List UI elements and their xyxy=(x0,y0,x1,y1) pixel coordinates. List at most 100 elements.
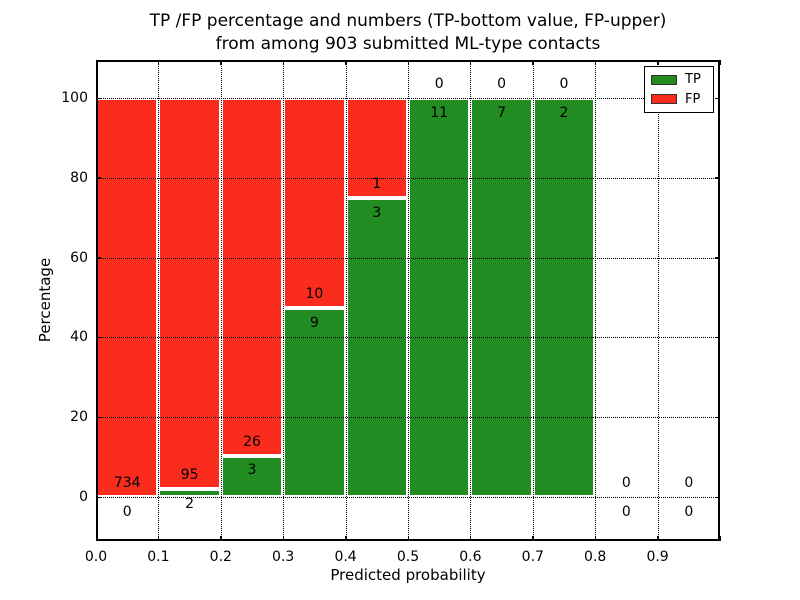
x-tick-mark xyxy=(719,60,721,65)
x-tick-mark xyxy=(469,536,472,541)
tp-legend-label: TP xyxy=(685,72,701,88)
x-tick-mark xyxy=(407,536,409,541)
x-tick-label: 0.3 xyxy=(272,549,295,565)
x-tick-label: 0.4 xyxy=(334,549,357,565)
x-tick-label: 0.0 xyxy=(84,549,108,565)
y-tick-mark xyxy=(96,257,101,259)
x-tick-label: 0.1 xyxy=(147,549,170,565)
x-gridline xyxy=(220,60,222,541)
legend: TP FP xyxy=(644,66,714,113)
bar-segment-tp xyxy=(470,98,533,497)
x-gridline xyxy=(657,60,659,541)
x-tick-mark xyxy=(532,536,534,541)
fp-count-label: 26 xyxy=(243,433,261,450)
x-tick-mark xyxy=(220,536,222,541)
x-tick-label: 0.6 xyxy=(459,549,482,565)
x-tick-mark xyxy=(157,536,160,541)
bar-segment-tp xyxy=(345,197,408,497)
y-tick-label: 40 xyxy=(70,329,88,346)
bar-segment-tp xyxy=(408,98,471,497)
y-tick-mark xyxy=(715,97,720,99)
fp-count-label: 0 xyxy=(621,475,631,492)
fp-count-label: 0 xyxy=(559,76,569,93)
x-tick-mark xyxy=(657,60,659,65)
x-tick-mark xyxy=(532,60,534,65)
bar-segment-fp xyxy=(96,98,159,497)
legend-item-tp: TP xyxy=(651,72,707,87)
y-tick-mark xyxy=(715,177,720,179)
chart-title-line2: from among 903 submitted ML-type contact… xyxy=(215,34,601,54)
x-tick-mark xyxy=(282,60,285,65)
fp-count-label: 0 xyxy=(684,475,694,492)
fp-count-label: 10 xyxy=(305,286,324,303)
bar-segment-tp xyxy=(532,98,596,497)
tp-count-label: 0 xyxy=(122,503,132,520)
x-axis-label: Predicted probability xyxy=(330,566,486,584)
tp-count-label: 2 xyxy=(559,104,569,121)
x-gridline xyxy=(345,60,347,541)
tp-count-label: 9 xyxy=(309,314,319,331)
x-tick-mark xyxy=(719,536,721,541)
x-tick-label: 0.7 xyxy=(521,549,544,565)
x-tick-label: 0.9 xyxy=(646,549,669,565)
x-tick-mark xyxy=(657,536,659,541)
fp-count-label: 95 xyxy=(180,466,199,483)
x-tick-mark xyxy=(157,60,160,65)
x-gridline xyxy=(595,60,597,541)
x-tick-label: 0.5 xyxy=(396,549,420,565)
x-tick-mark xyxy=(469,60,472,65)
fp-count-label: 1 xyxy=(372,175,382,192)
x-tick-mark xyxy=(345,60,347,65)
y-tick-label: 20 xyxy=(70,409,88,426)
x-tick-mark xyxy=(594,60,597,65)
tp-count-label: 3 xyxy=(247,462,257,479)
tp-count-label: 3 xyxy=(372,204,382,221)
x-gridline xyxy=(408,60,409,541)
bar-segment-tp xyxy=(220,455,284,497)
x-gridline xyxy=(283,60,285,541)
tp-count-label: 7 xyxy=(497,104,507,121)
x-tick-mark xyxy=(594,536,597,541)
x-gridline xyxy=(158,60,160,541)
fp-count-label: 0 xyxy=(497,76,507,93)
x-gridline xyxy=(532,60,534,541)
x-tick-mark xyxy=(220,60,222,65)
bar-segment-tp xyxy=(283,308,346,497)
y-tick-label: 60 xyxy=(70,249,88,266)
chart-title-line1: TP /FP percentage and numbers (TP-bottom… xyxy=(149,11,667,31)
y-tick-mark xyxy=(96,97,101,99)
y-tick-mark xyxy=(96,416,101,419)
tp-count-label: 0 xyxy=(621,503,631,520)
x-tick-label: 0.8 xyxy=(584,549,607,565)
bar-segment-fp xyxy=(283,98,346,308)
y-tick-label: 80 xyxy=(70,169,88,186)
y-tick-mark xyxy=(715,416,720,419)
y-tick-label: 100 xyxy=(61,90,88,106)
bar-segment-fp xyxy=(220,98,284,456)
x-tick-mark xyxy=(282,536,285,541)
y-tick-mark xyxy=(96,496,101,498)
bar-segment-fp xyxy=(158,98,221,489)
fp-count-label: 0 xyxy=(434,76,444,93)
y-tick-mark xyxy=(96,336,101,339)
y-tick-mark xyxy=(715,496,720,498)
tp-legend-swatch xyxy=(651,74,677,85)
y-tick-mark xyxy=(715,257,720,259)
y-tick-mark xyxy=(96,177,101,179)
legend-item-fp: FP xyxy=(651,92,707,107)
plot-area: 734 0 95 2 26 3 10 9 1 3 0 11 0 7 0 2 0 0 0 0 xyxy=(95,60,721,541)
y-tick-label: 0 xyxy=(79,489,88,505)
chart-title: TP /FP percentage and numbers (TP-bottom… xyxy=(96,10,720,56)
bar-segment-tp xyxy=(158,488,221,497)
tp-count-label: 2 xyxy=(185,495,195,512)
y-tick-mark xyxy=(715,336,720,339)
bar-segment-fp xyxy=(345,98,408,198)
x-tick-mark xyxy=(345,536,347,541)
fp-count-label: 734 xyxy=(113,475,141,492)
fp-legend-swatch xyxy=(651,94,677,105)
x-tick-mark xyxy=(407,60,409,65)
x-tick-mark xyxy=(95,60,97,65)
tp-count-label: 0 xyxy=(684,503,694,520)
x-gridline xyxy=(470,60,472,541)
